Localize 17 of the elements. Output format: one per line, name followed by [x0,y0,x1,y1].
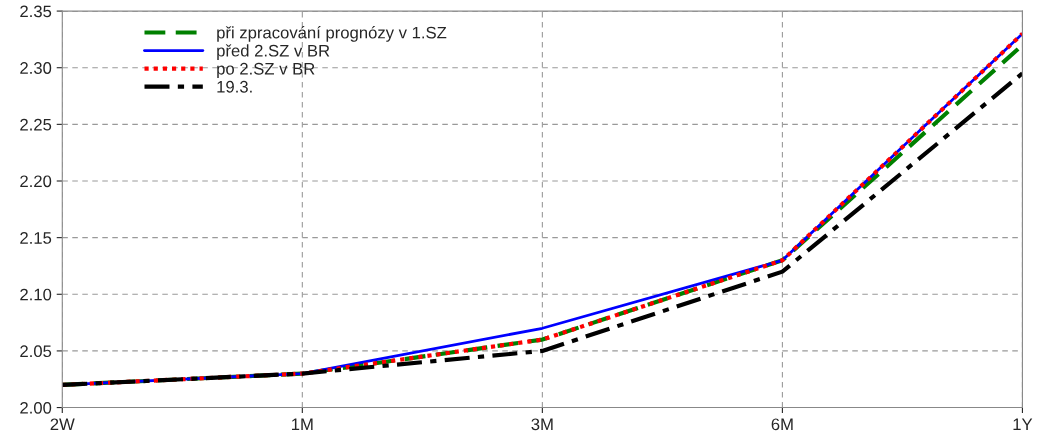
legend-label: 19.3. [217,80,252,93]
y-tick-label: 2.00 [20,401,52,414]
x-tick-label: 1M [292,418,313,431]
y-tick-label: 2.10 [20,288,52,301]
x-tick-label: 2W [50,418,75,431]
y-tick-label: 2.35 [20,5,52,18]
legend-label: před 2.SZ v BR [217,44,330,60]
y-tick-label: 2.25 [20,118,52,131]
x-tick-label: 3M [531,418,553,431]
y-tick-label: 2.05 [20,345,52,358]
legend-label: po 2.SZ v BR [217,62,315,78]
legend-label: při zpracování prognózy v 1.SZ [217,26,447,42]
x-tick-label: 1Y [1013,418,1033,431]
y-tick-label: 2.20 [20,175,52,188]
y-tick-label: 2.30 [20,62,52,74]
y-tick-label: 2.15 [20,232,52,244]
x-tick-label: 6M [771,418,793,431]
